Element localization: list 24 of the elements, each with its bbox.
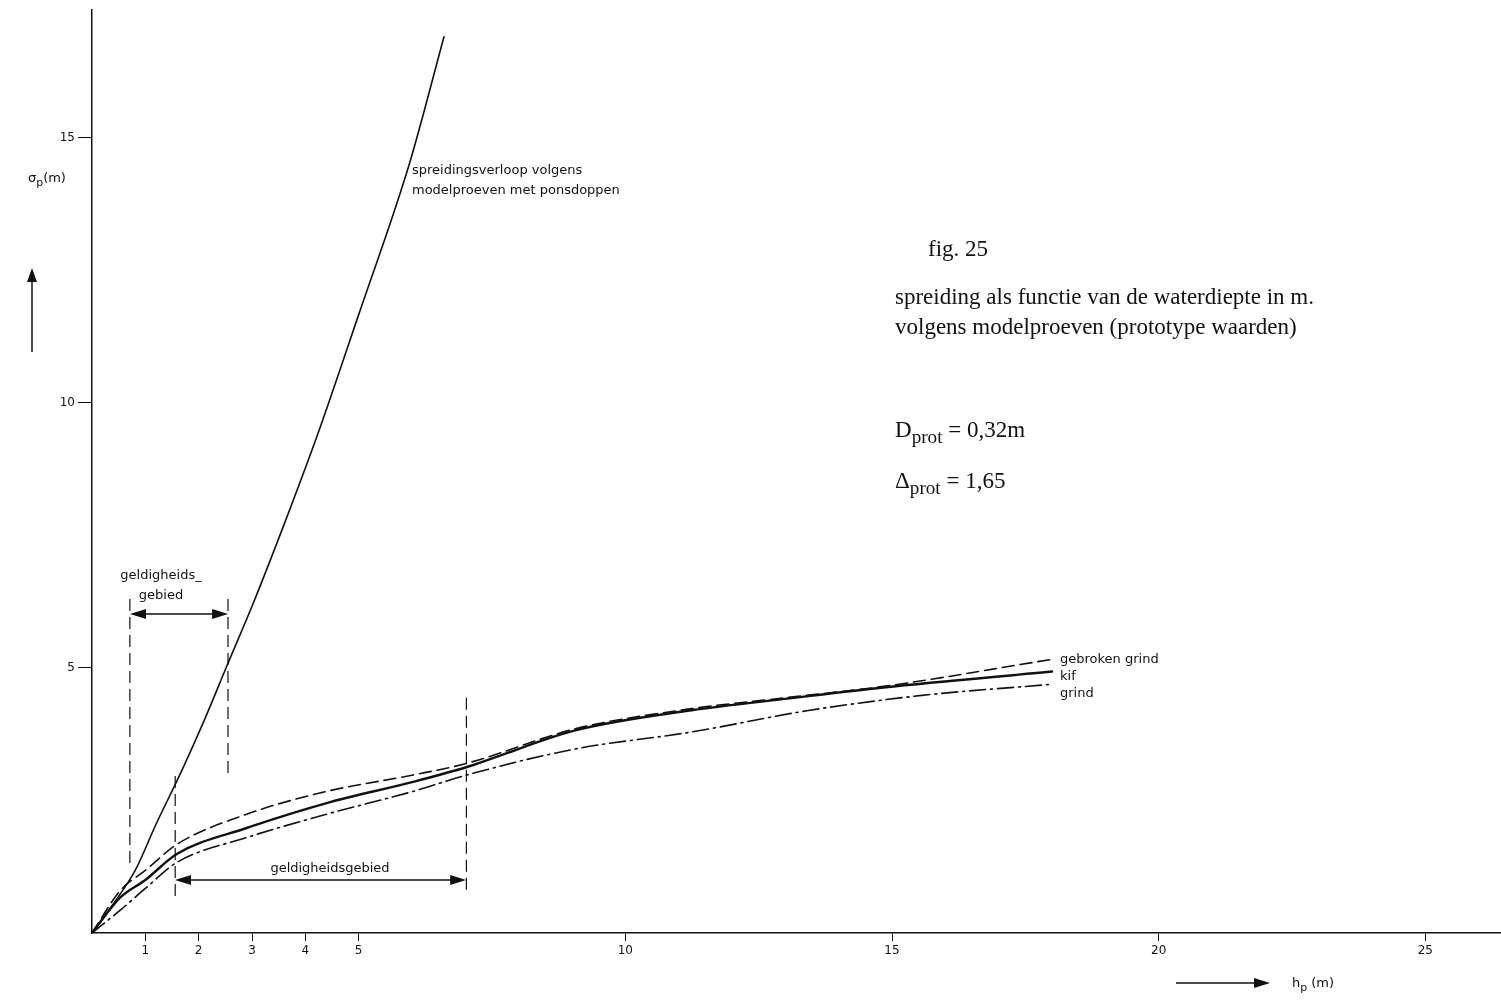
x-tick-label: 20 <box>1151 943 1167 958</box>
y-tick-label: 5 <box>67 659 75 674</box>
annotation: Δ$_{prot}$ = 1,65 <box>895 466 1007 500</box>
text: fig. 25 <box>928 236 989 262</box>
x-tick-label: 5 <box>354 943 363 958</box>
x-tick-label: 10 <box>617 943 633 958</box>
annotation: geldigheidsgebied <box>269 859 391 877</box>
series-label: grind <box>1060 684 1094 700</box>
x-axis-title: h$_{p}$ (m) <box>1292 975 1335 994</box>
series-label: gebroken grind <box>1060 650 1159 666</box>
annotation: geldigheids_ gebied <box>119 566 203 604</box>
annotation: spreidingsverloop volgens modelproeven met ponsdoppen <box>412 161 621 199</box>
x-tick-label: 4 <box>301 943 310 958</box>
text: spreiding als functie van de waterdiepte in m. volgens modelproeven (prototype waarden) <box>895 283 1315 341</box>
y-tick-label: 10 <box>59 394 75 409</box>
y-tick-label: 15 <box>59 129 75 144</box>
annotation: D$_{prot}$ = 0,32m <box>895 416 1026 449</box>
x-tick-label: 3 <box>248 943 256 958</box>
x-tick-label: 25 <box>1417 943 1433 958</box>
y-axis-title: σ$_{p}$(m) <box>28 170 66 189</box>
x-tick-label: 1 <box>141 943 150 958</box>
x-tick-label: 15 <box>884 943 900 958</box>
series-label: kif <box>1060 667 1077 683</box>
x-tick-label: 2 <box>194 943 203 958</box>
